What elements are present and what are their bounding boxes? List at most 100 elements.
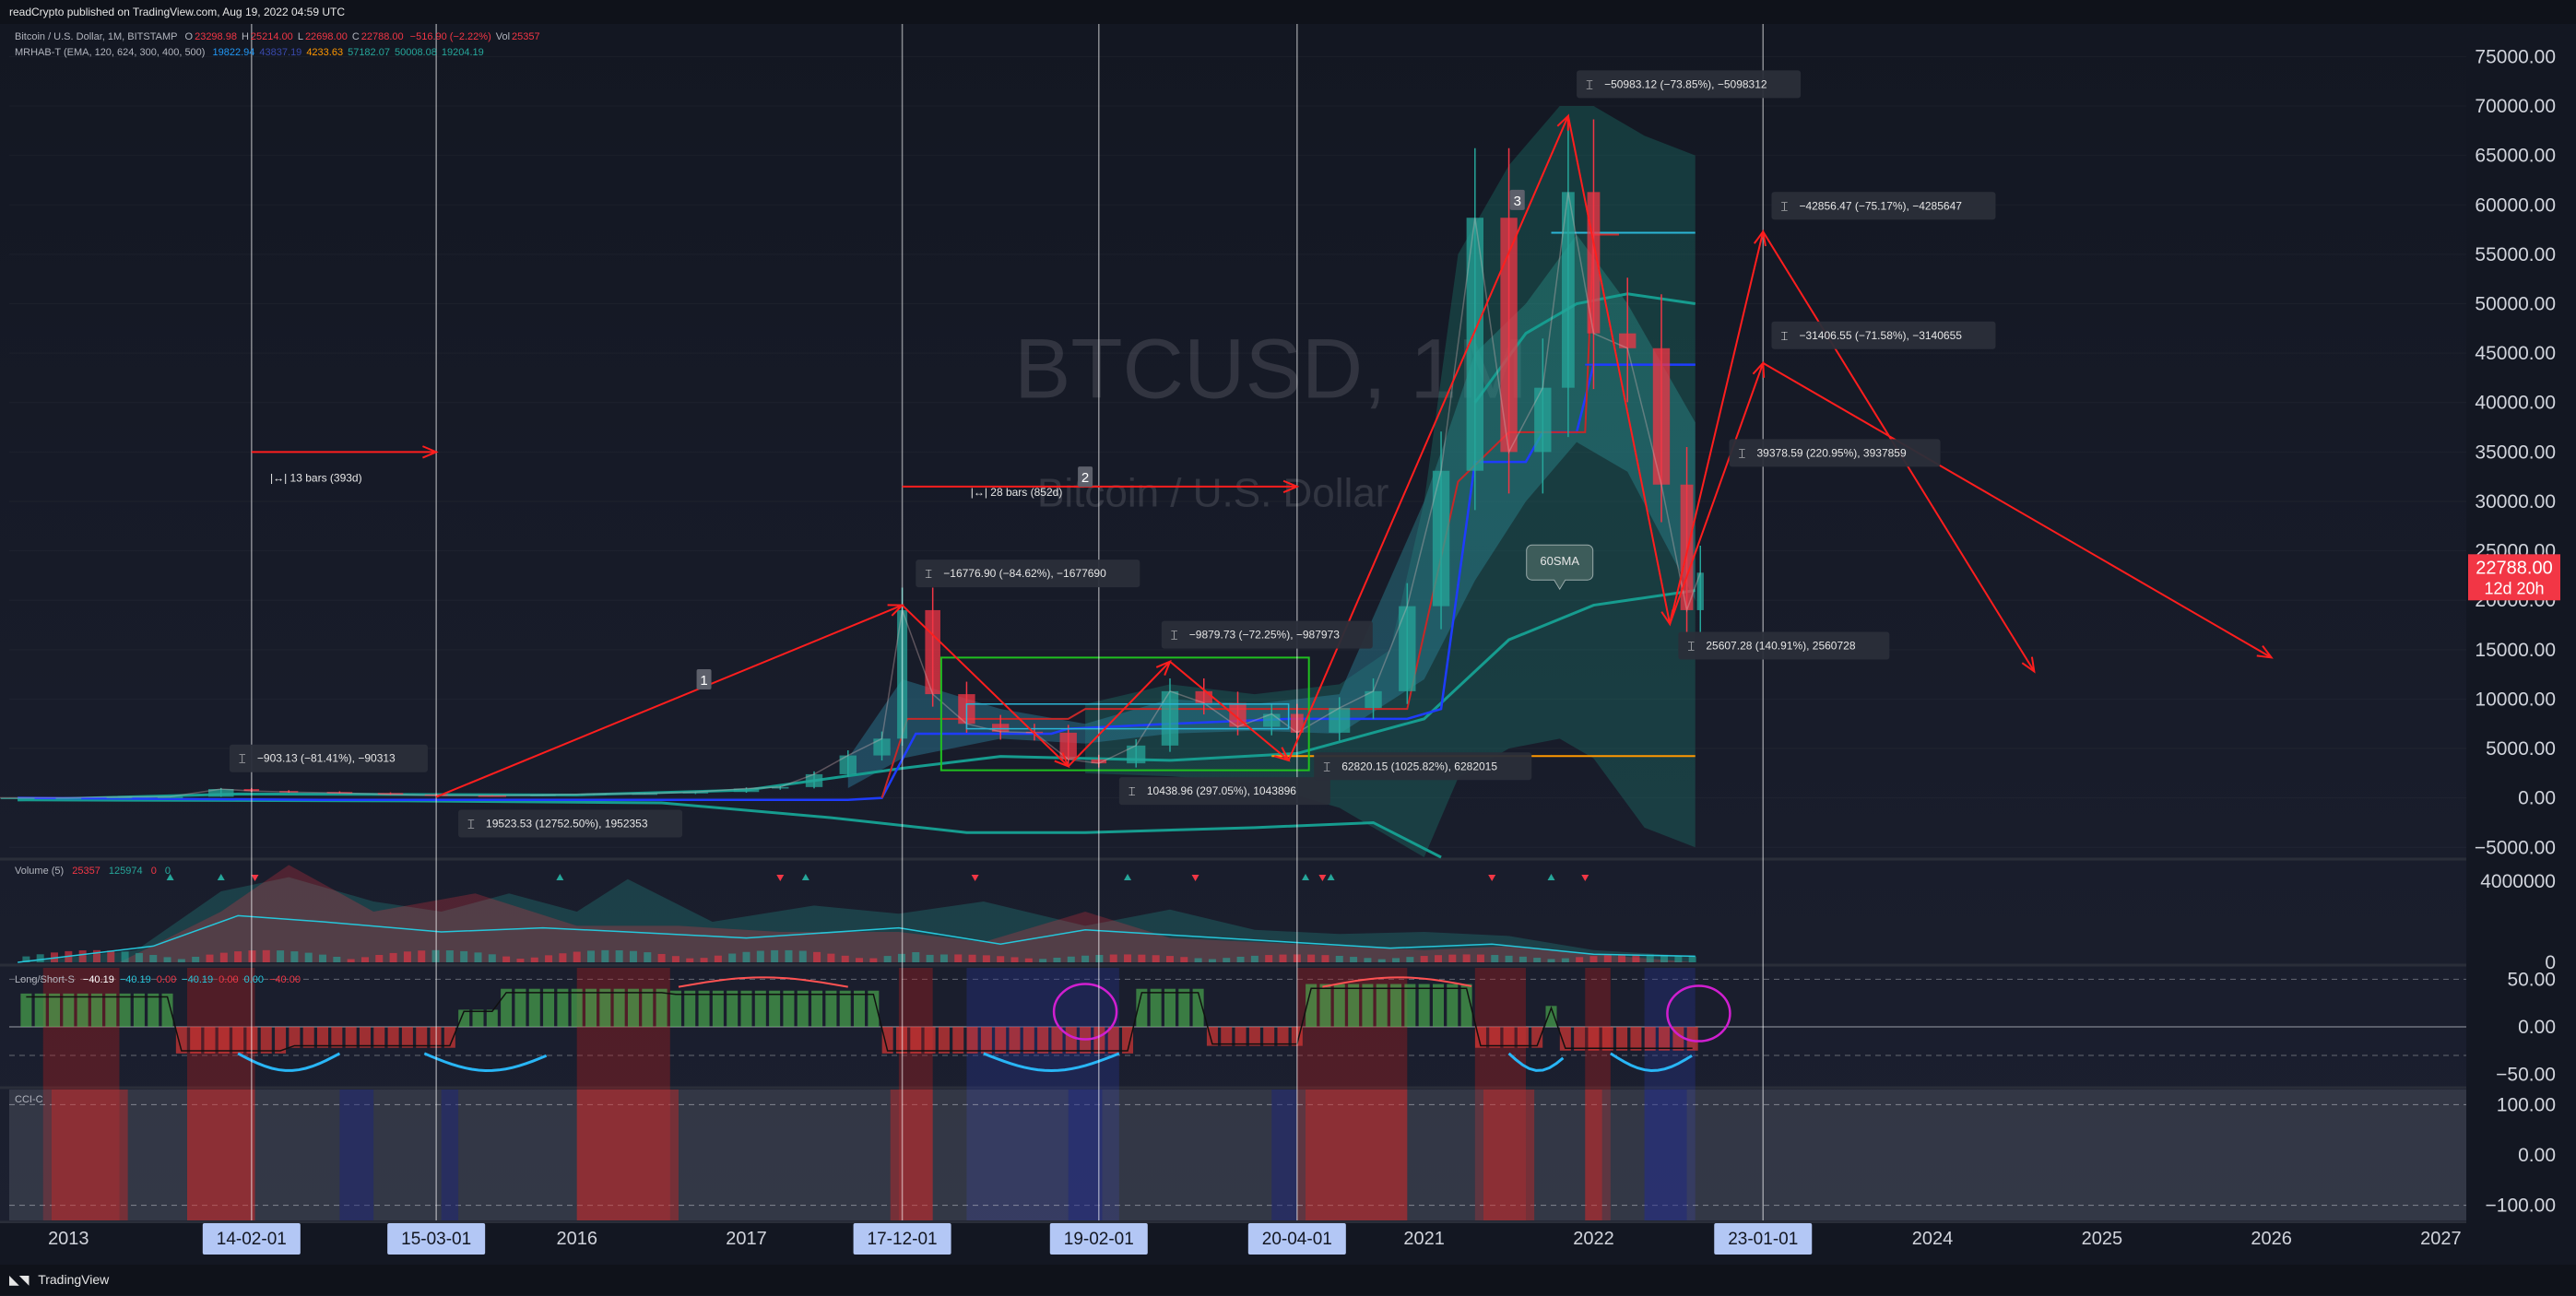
candle (805, 773, 823, 787)
measure-label-box[interactable] (1771, 321, 1996, 349)
time-axis[interactable]: 2013 14-02-01 15-03-01 2016 2017 17-12-01 19-0… (0, 1223, 2576, 1265)
measure-label-box[interactable] (1118, 777, 1330, 806)
trend-line[interactable] (1669, 362, 1765, 625)
volume-bar (163, 957, 171, 962)
volume-bar (856, 958, 864, 962)
measure-label-box[interactable] (229, 744, 428, 772)
time-marker-badge[interactable] (387, 1223, 486, 1255)
volume-bar (954, 954, 963, 962)
measure-label-box[interactable] (1729, 439, 1941, 467)
last-price-badge[interactable] (2468, 554, 2560, 601)
symbol-watermark: BTCUSD, 1M Bitcoin / U.S. Dollar (1014, 322, 1528, 515)
wave-label-badge[interactable] (1078, 466, 1093, 488)
wave-label-badge[interactable] (696, 668, 712, 689)
oversold-curve (423, 1052, 548, 1072)
indicator-name: MRHAB-T (EMA, 120, 624, 300, 400, 500) (15, 47, 206, 58)
long-short-bar (34, 993, 46, 1027)
long-short-bar (669, 990, 681, 1027)
trend-line[interactable] (1669, 231, 1765, 625)
long-short-bar (63, 993, 75, 1027)
time-marker-label: 20-04-01 (1262, 1230, 1332, 1249)
time-marker-badge[interactable] (202, 1223, 301, 1255)
volume-bar (728, 953, 737, 962)
long-short-title-text: Long/Short-S (15, 974, 75, 985)
publish-header: readCrypto published on TradingView.com,… (0, 0, 2576, 24)
measure-label-box[interactable] (458, 809, 683, 838)
cci-zone (890, 1090, 933, 1220)
long-short-value: −40.19 (119, 974, 151, 985)
time-tick-label: 2017 (726, 1229, 767, 1249)
long-short-bar (458, 1009, 470, 1027)
long-short-pane[interactable] (9, 968, 2466, 1220)
trend-line[interactable] (1067, 660, 1171, 768)
trend-line[interactable] (1169, 660, 1290, 761)
time-marker-badge[interactable] (1049, 1223, 1148, 1255)
volume-bar (700, 958, 708, 962)
long-short-bar (49, 993, 61, 1027)
trend-line[interactable] (901, 604, 1069, 768)
trend-line[interactable] (1762, 361, 2273, 659)
measure-label-text: −42856.47 (−75.17%), −4285647 (1799, 199, 1962, 212)
price-axis[interactable]: 75000.00 70000.00 65000.00 60000.00 55000.00… (2466, 24, 2576, 1265)
measure-label-box[interactable] (916, 560, 1140, 588)
price-pane[interactable] (0, 56, 2576, 1224)
highlight-circle[interactable] (1666, 984, 1731, 1043)
long-short-bar (642, 988, 654, 1027)
measure-label-box[interactable] (1161, 620, 1373, 649)
volume-bar (1109, 954, 1117, 962)
volume-bar (1208, 959, 1216, 962)
wave-label-text: 2 (1081, 470, 1089, 486)
long-short-bar (1277, 1027, 1289, 1046)
long-short-bar (1531, 1027, 1543, 1048)
highlight-circle[interactable] (1052, 983, 1118, 1041)
time-marker-badge[interactable] (1714, 1223, 1813, 1255)
long-short-bar (1221, 1027, 1233, 1046)
volume-bar (1462, 954, 1471, 962)
overbought-curve (1322, 976, 1472, 988)
long-short-bar (1559, 1027, 1571, 1051)
measure-label-box[interactable] (1577, 70, 1802, 99)
long-short-bar (105, 993, 117, 1027)
volume-bar (1236, 956, 1245, 962)
volume-bar (1138, 954, 1146, 962)
annotation-callout[interactable] (1526, 544, 1594, 591)
wave-label-badge[interactable] (1509, 189, 1525, 210)
chart-canvas[interactable]: BTCUSD, 1M Bitcoin / U.S. Dollar 75000.00… (0, 24, 2576, 1265)
candle (1161, 690, 1179, 746)
time-marker-badge[interactable] (1247, 1223, 1346, 1255)
trend-line[interactable] (1566, 115, 1672, 625)
long-short-bar (119, 993, 131, 1027)
measure-label-text: −31406.55 (−71.58%), −3140655 (1799, 329, 1962, 342)
drawing-overlays[interactable]: |↔| 13 bars (393d) |↔| 28 bars (852d) 1 2 3 ⌶… (229, 24, 2274, 1220)
candle (157, 796, 183, 798)
trend-line[interactable] (435, 604, 903, 798)
measure-label-box[interactable] (1678, 631, 1890, 660)
measure-label-box[interactable] (1314, 752, 1532, 781)
volume-bar (601, 949, 609, 962)
volume-ma-value: 125974 (108, 866, 143, 877)
indicator-value: 19822.94 (212, 47, 255, 58)
volume-bar (1674, 955, 1683, 962)
signal-down-icon (971, 875, 979, 881)
long-short-bar (416, 1027, 428, 1048)
time-marker-badge[interactable] (853, 1223, 951, 1255)
volume-bar (1505, 955, 1513, 962)
volume-bar (926, 954, 934, 962)
tradingview-brand[interactable]: TradingView (38, 1272, 110, 1287)
cci-pane[interactable] (9, 1090, 2466, 1220)
volume-pane[interactable] (18, 865, 1696, 963)
long-short-bar (161, 993, 173, 1027)
measure-label-text: 62820.15 (1025.82%), 6282015 (1341, 760, 1497, 772)
candle (106, 796, 133, 799)
tradingview-logo-icon[interactable]: ◣◥ (9, 1273, 30, 1288)
volume-bar (545, 955, 553, 962)
candle (1534, 387, 1552, 453)
volume-bar (516, 959, 525, 962)
volume-ma-line (18, 914, 1696, 963)
candle (1466, 218, 1483, 471)
trend-line[interactable] (1287, 115, 1569, 761)
volume-bar (234, 951, 242, 962)
signal-zone (898, 968, 933, 1220)
volume-bar (1660, 954, 1669, 962)
measure-label-box[interactable] (1771, 192, 1996, 220)
